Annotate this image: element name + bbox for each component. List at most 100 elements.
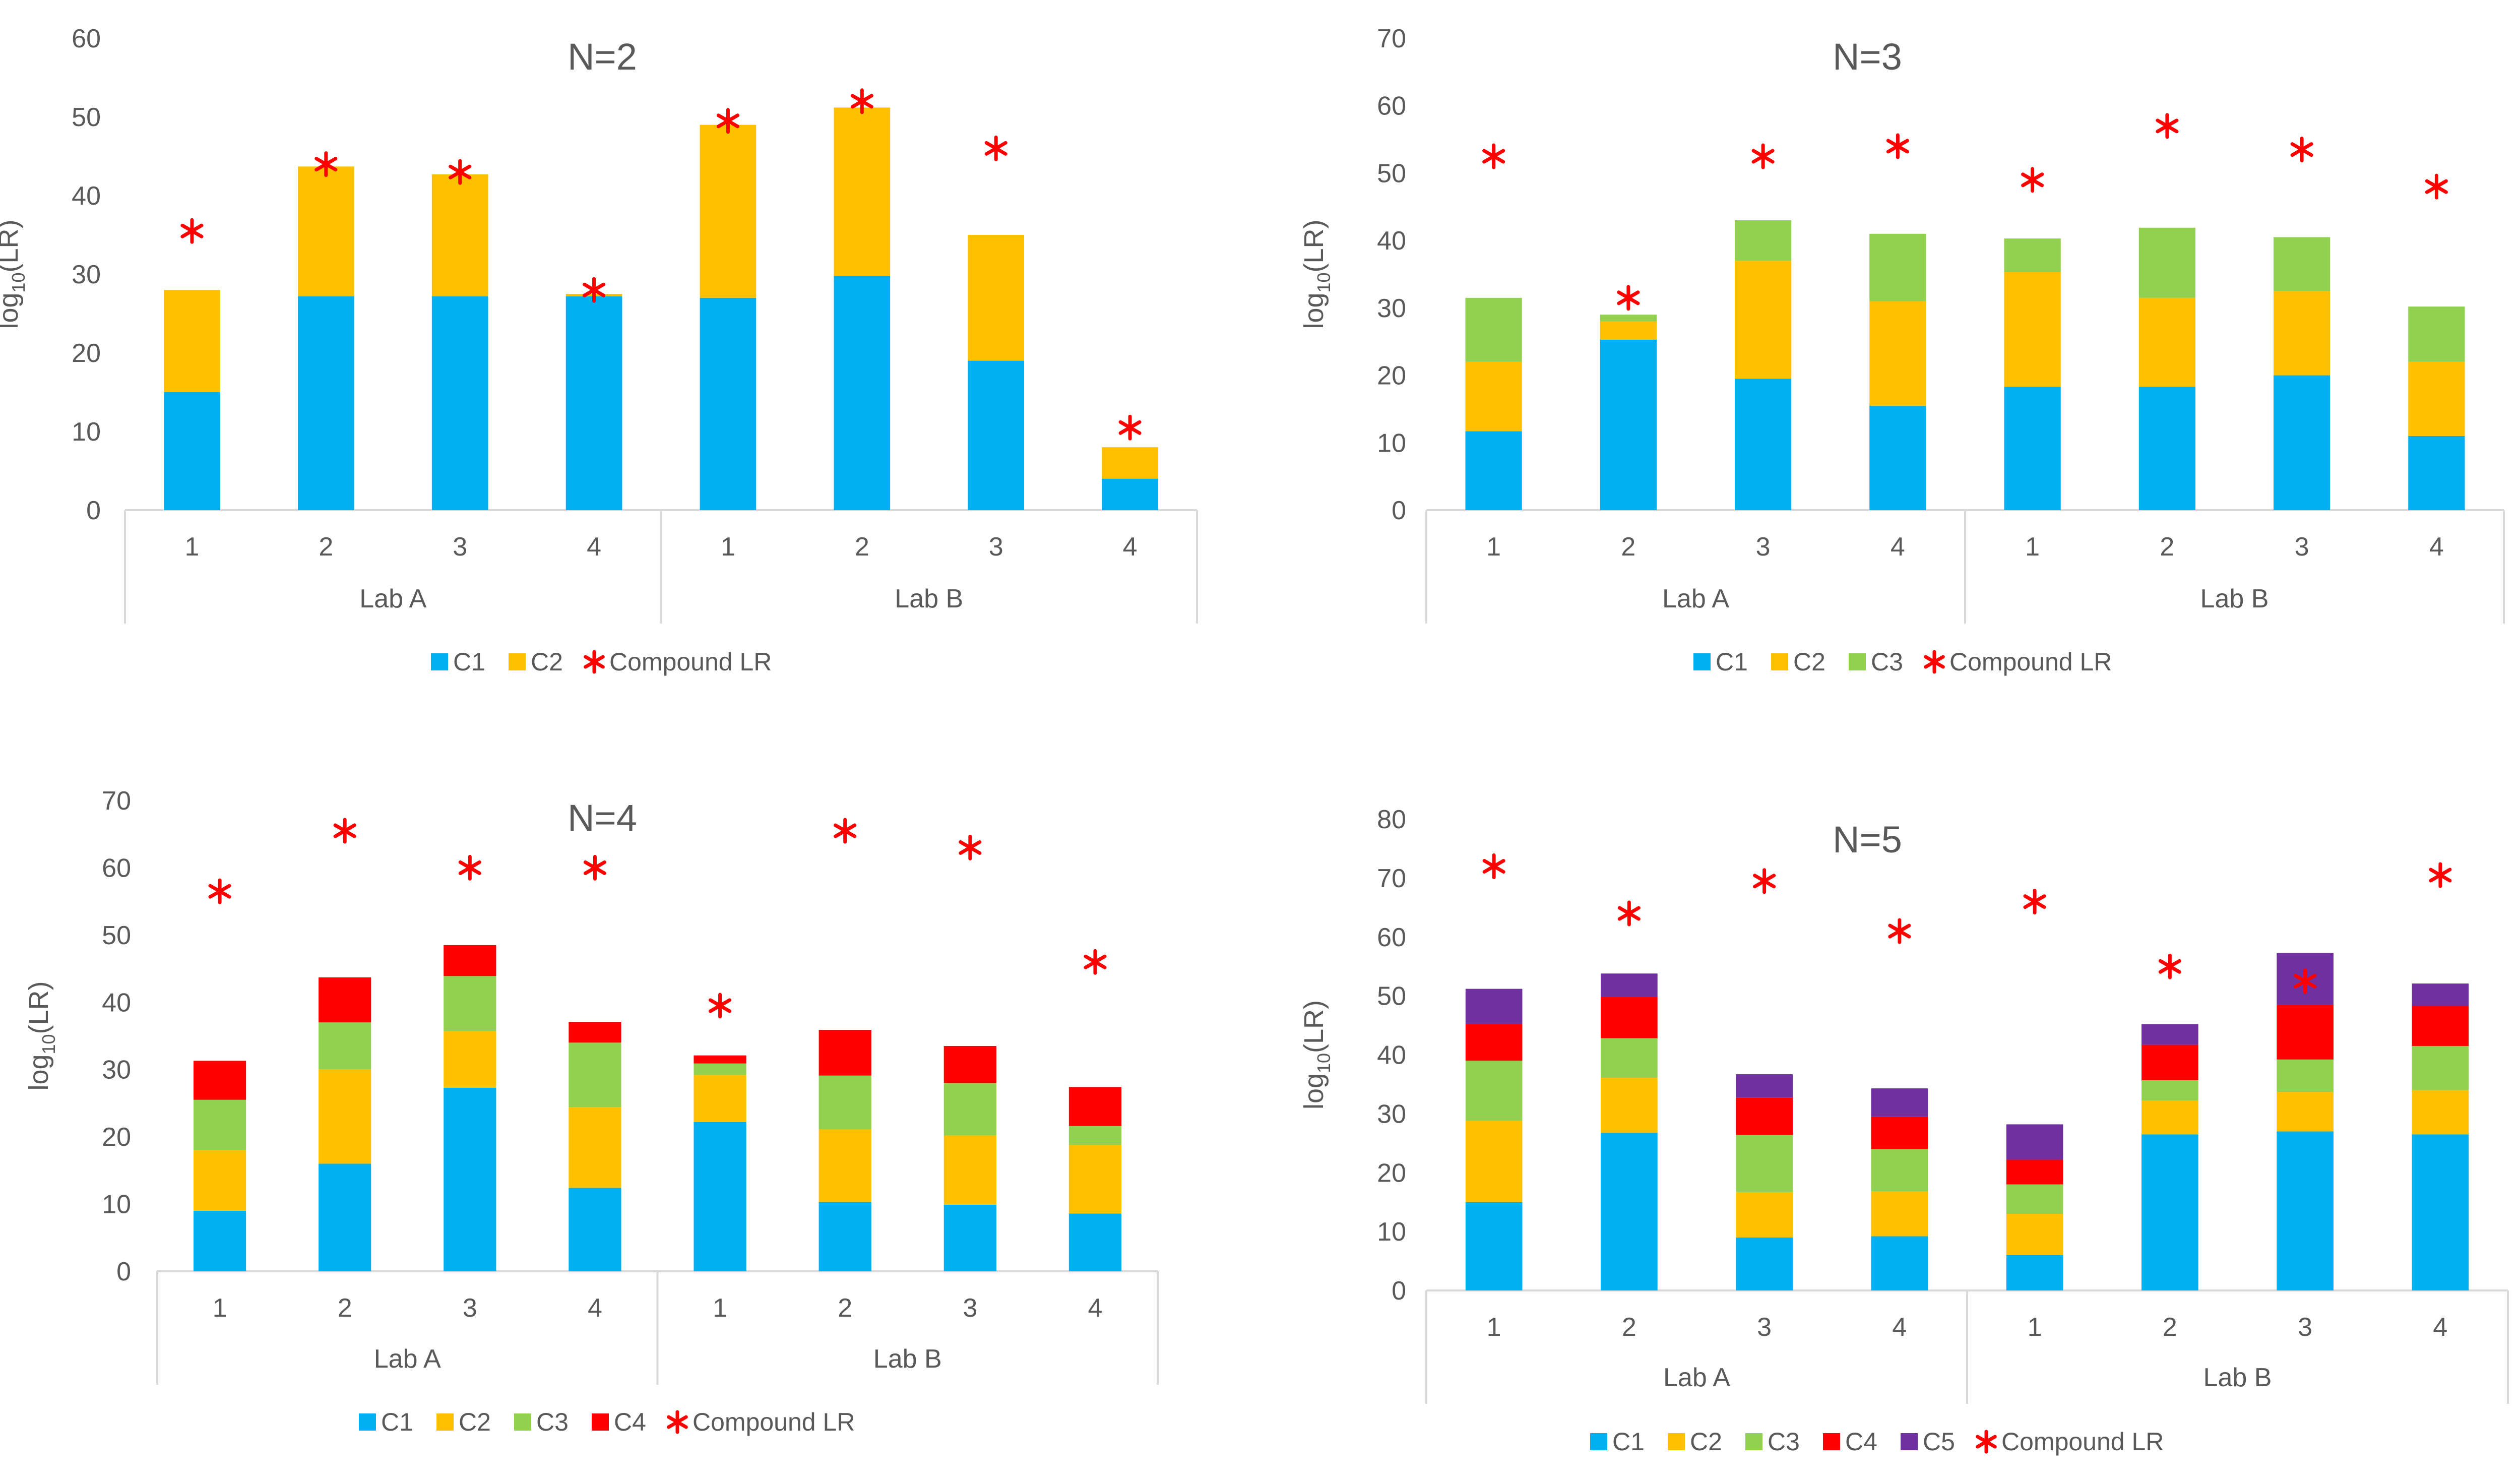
x-tick-label: 2 (338, 1293, 352, 1323)
x-group-label: Lab B (895, 584, 963, 613)
bar-segment-c4 (2412, 1006, 2469, 1046)
compound-lr-marker (449, 159, 472, 185)
bar-segment-c1 (444, 1087, 496, 1271)
bar-segment-c2 (193, 1150, 246, 1211)
y-tick-label: 40 (1377, 1041, 1406, 1070)
bar-segment-c4 (193, 1061, 246, 1100)
x-tick-label: 3 (1756, 532, 1771, 562)
legend-compound-icon (1924, 650, 1945, 674)
bar-segment-c2 (1869, 301, 1926, 406)
bar-segment-c3 (1465, 297, 1522, 362)
x-group-label: Lab A (359, 584, 426, 613)
compound-lr-marker (1886, 133, 1909, 159)
bar-segment-c2 (834, 107, 891, 276)
bar-segment-c1 (694, 1122, 746, 1271)
bar-segment-c1 (1102, 478, 1158, 510)
compound-lr-marker (2021, 167, 2044, 193)
x-tick-label: 1 (213, 1293, 227, 1323)
bar-segment-c4 (2277, 1005, 2334, 1060)
bar-segment-c1 (1871, 1236, 1928, 1290)
bar-segment-c4 (444, 945, 496, 976)
legend-label: C2 (459, 1408, 491, 1436)
bar-segment-c3 (444, 976, 496, 1031)
compound-lr-marker (2156, 113, 2179, 139)
bar-segment-c2 (1465, 361, 1522, 431)
bar-segment-c2 (2277, 1092, 2334, 1132)
compound-lr-marker (1617, 900, 1641, 927)
bar-segment-c4 (818, 1029, 871, 1076)
legend-swatch-c1 (359, 1413, 376, 1431)
y-tick-label: 60 (102, 853, 131, 883)
x-tick-label: 3 (1757, 1313, 1772, 1342)
y-tick-label: 20 (1377, 1158, 1406, 1188)
bar-segment-c3 (2141, 1080, 2198, 1101)
compound-lr-marker (1753, 868, 1776, 894)
x-tick-label: 4 (1891, 532, 1905, 562)
bar-segment-c1 (2141, 1134, 2198, 1290)
y-tick-label: 40 (72, 181, 101, 211)
legend-swatch-c1 (1590, 1433, 1607, 1450)
bar-segment-c1 (1600, 339, 1657, 510)
x-group-label: Lab A (1662, 584, 1729, 613)
compound-lr-marker (180, 218, 204, 244)
bar-segment-c3 (943, 1083, 996, 1136)
bar-segment-c1 (565, 296, 622, 510)
bar-segment-c1 (700, 297, 757, 510)
legend-swatch-c1 (431, 653, 448, 670)
compound-lr-marker (2429, 862, 2452, 888)
bar-segment-c2 (1600, 321, 1657, 340)
legend-swatch-c2 (1668, 1433, 1685, 1450)
legend-swatch-c3 (1849, 653, 1866, 670)
legend-compound-icon (584, 650, 605, 674)
bar-segment-c2 (1601, 1078, 1658, 1133)
bar-segment-c3 (1735, 220, 1792, 261)
y-tick-label: 60 (1377, 923, 1406, 952)
y-tick-label: 0 (86, 496, 101, 525)
bar-segment-c4 (319, 977, 371, 1023)
bar-segment-c2 (431, 174, 488, 296)
x-group-label: Lab B (2203, 1363, 2272, 1392)
x-tick-label: 4 (2433, 1313, 2447, 1342)
legend-label: Compound LR (2001, 1428, 2164, 1456)
x-tick-label: 2 (855, 532, 869, 562)
compound-lr-marker (984, 135, 1007, 161)
x-tick-label: 4 (1892, 1313, 1907, 1342)
bar-segment-c1 (1736, 1237, 1793, 1290)
legend: C1 C2 C3 Compound LR (1693, 648, 2112, 676)
legend-label: C3 (536, 1408, 569, 1436)
chart-panel-n2: N=2 0 10 20 30 40 50 60 log10(LR) Lab A Lab B 1 2 3 4 1… (0, 24, 1198, 676)
bar-segment-c5 (2141, 1024, 2198, 1045)
y-tick-label: 60 (1377, 92, 1406, 121)
bar-segment-c1 (431, 296, 488, 510)
bar-segment-c3 (319, 1022, 371, 1070)
compound-lr-marker (1888, 918, 1911, 944)
bar-segment-c2 (943, 1135, 996, 1205)
y-tick-label: 80 (1377, 805, 1406, 834)
x-tick-label: 2 (1622, 1313, 1636, 1342)
bar-segment-c1 (2006, 1255, 2063, 1290)
x-tick-label: 4 (588, 1293, 602, 1323)
bar-segment-c2 (297, 166, 354, 296)
compound-lr-marker (2425, 173, 2448, 200)
compound-lr-marker (1617, 285, 1640, 311)
y-tick-label: 50 (72, 103, 101, 132)
y-tick-label: 10 (1377, 428, 1406, 458)
y-tick-label: 40 (1377, 226, 1406, 256)
bar-segment-c5 (2412, 983, 2469, 1006)
x-tick-label: 3 (463, 1293, 477, 1323)
compound-lr-marker (850, 88, 873, 114)
legend-compound-icon (667, 1410, 688, 1434)
legend: C1 C2 C3 C4 C5 Compound LR (1590, 1428, 2164, 1456)
y-axis-label: log10(LR) (24, 981, 59, 1090)
bar-segment-c4 (569, 1021, 621, 1043)
bar-segment-c3 (2004, 238, 2061, 272)
bar-segment-c5 (1465, 989, 1523, 1024)
bar-segment-c2 (2004, 272, 2061, 387)
bar-segment-c3 (694, 1063, 746, 1075)
y-tick-label: 30 (1377, 1099, 1406, 1129)
bar-segment-c1 (2274, 375, 2330, 510)
bar-segment-c1 (193, 1210, 246, 1271)
chart-panel-n5: N=5 0 10 20 30 40 50 60 70 80 log10(LR) Lab A Lab B 1… (1299, 805, 2509, 1456)
x-tick-label: 2 (2163, 1313, 2177, 1342)
legend-label: Compound LR (692, 1408, 855, 1436)
